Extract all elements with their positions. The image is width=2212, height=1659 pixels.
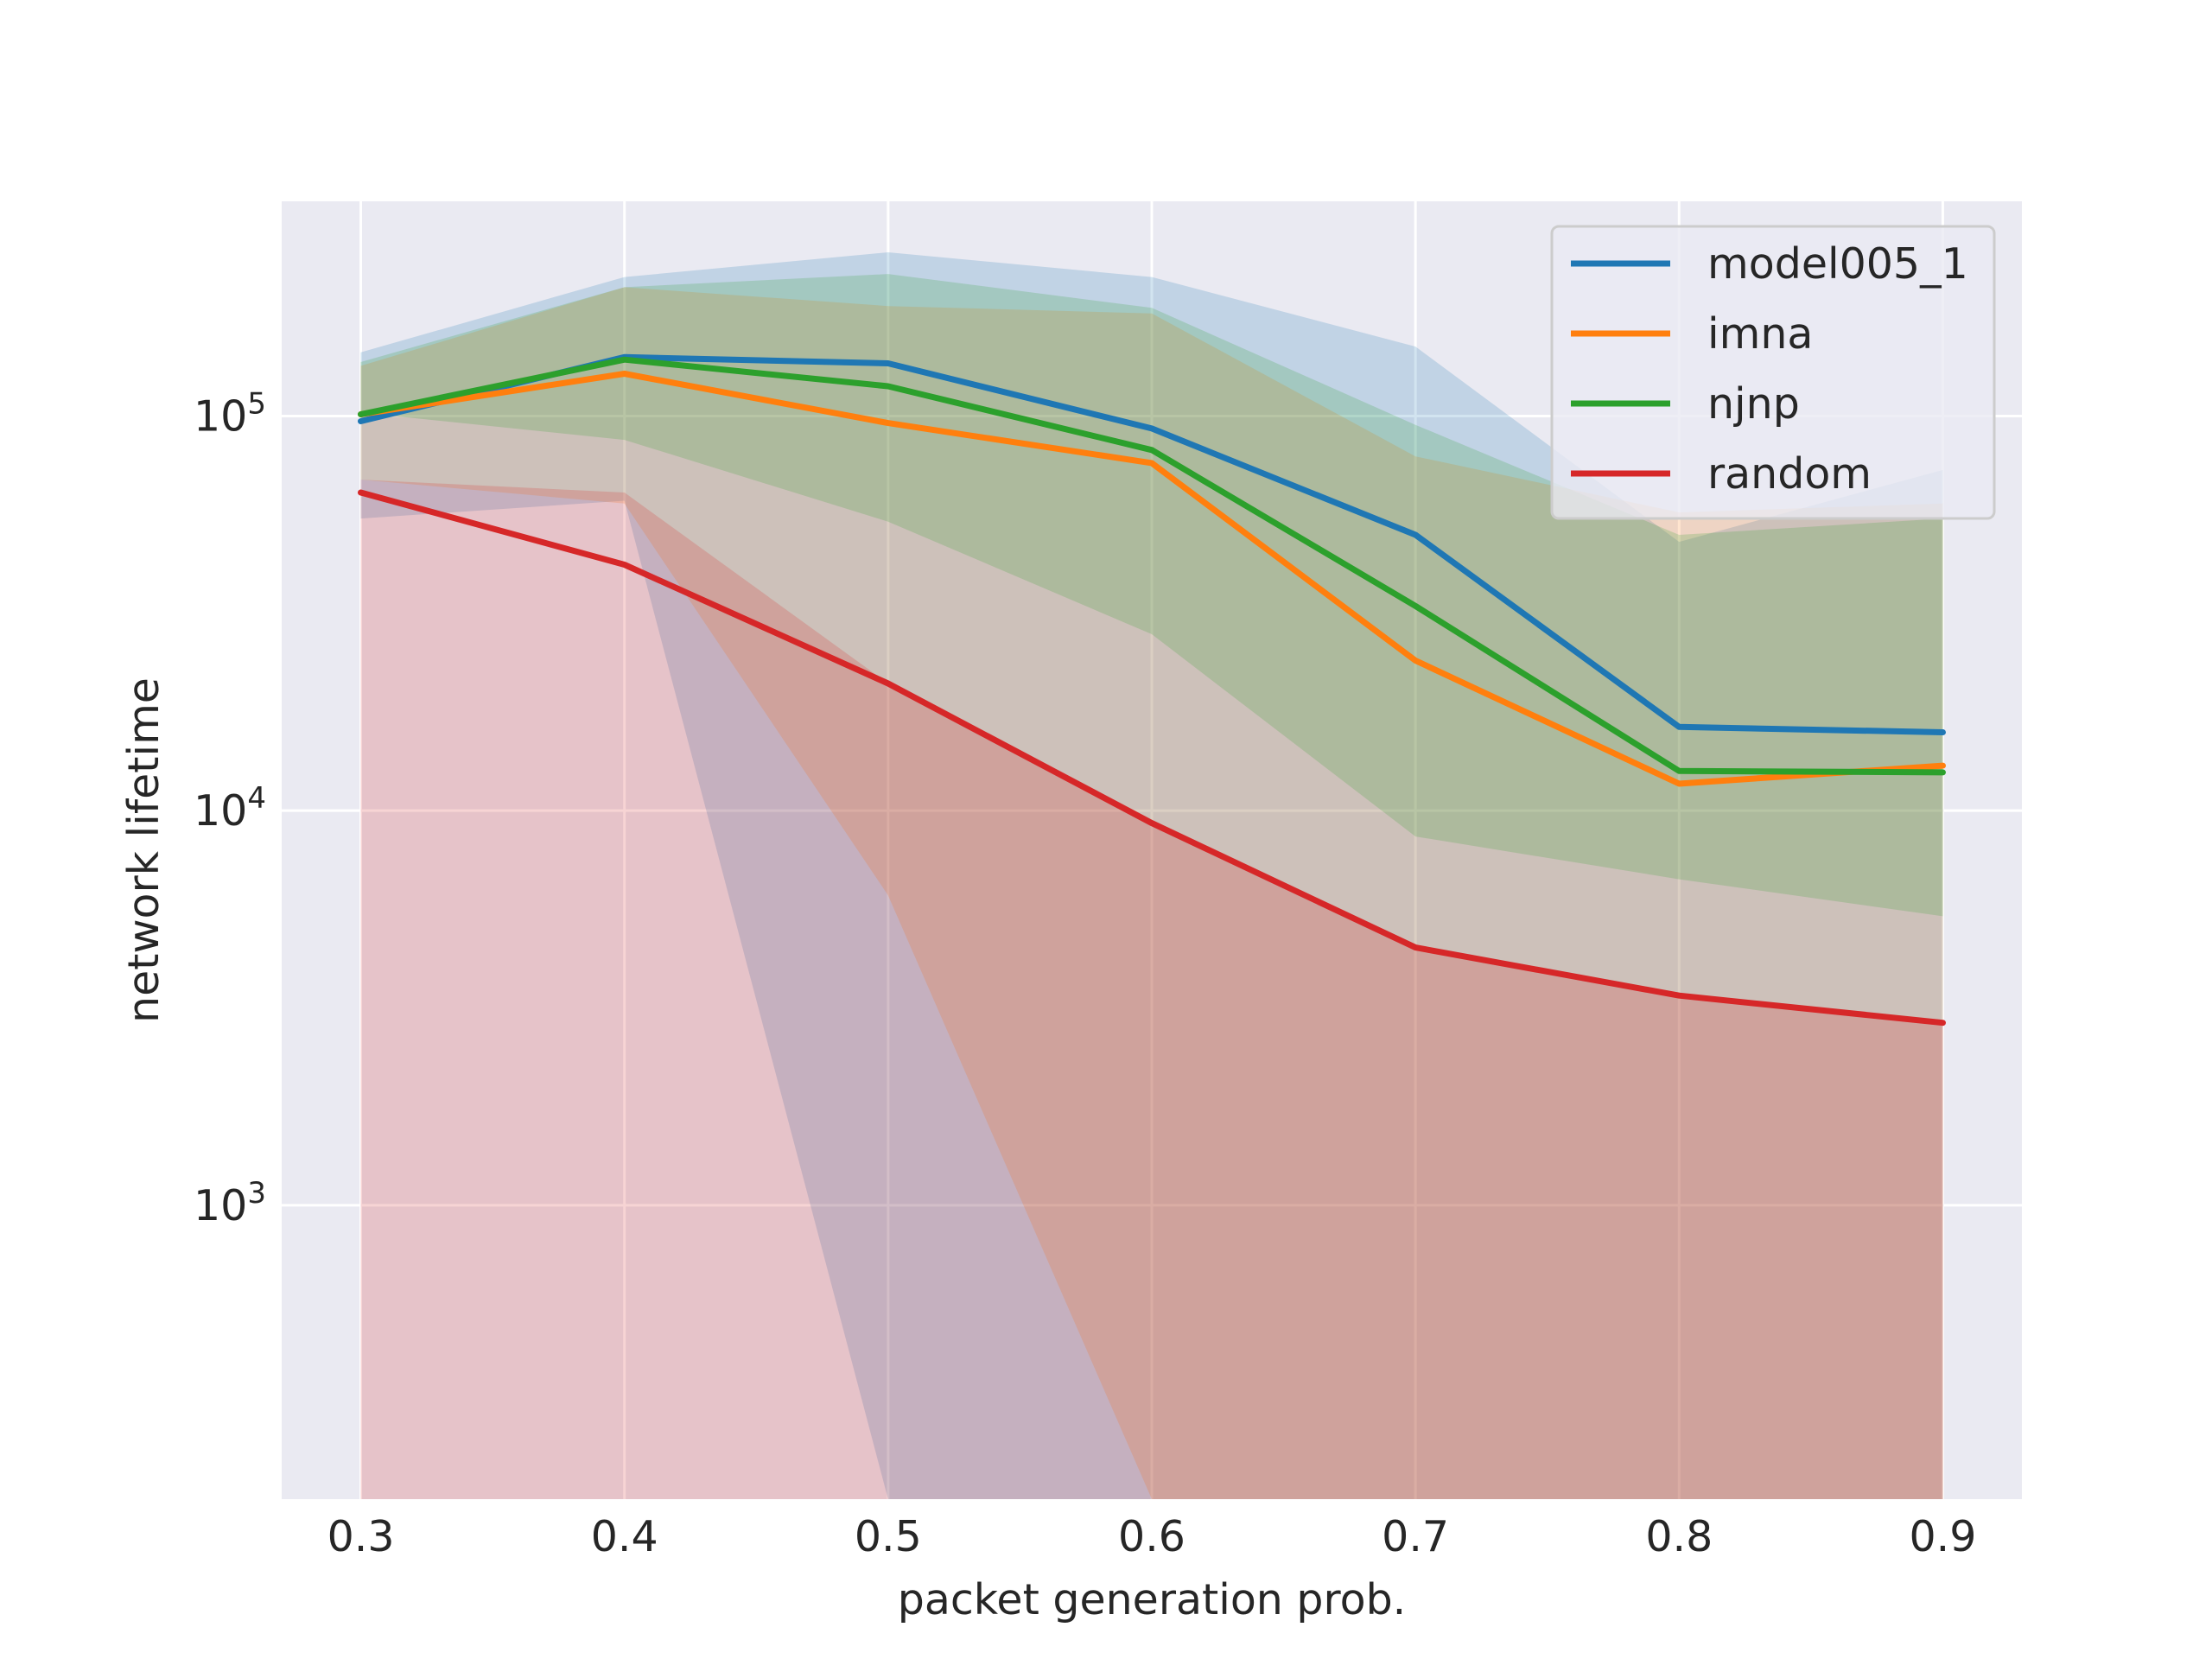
band-random bbox=[360, 480, 1943, 1499]
legend-box bbox=[1550, 225, 1996, 520]
y-tick-labels: 103 104 105 bbox=[194, 386, 266, 1230]
series-lines bbox=[358, 353, 1946, 1027]
x-tick-label: 0.9 bbox=[1909, 1512, 1976, 1561]
legend-label-njnp: njnp bbox=[1707, 379, 1800, 429]
x-tick-label: 0.5 bbox=[855, 1512, 922, 1561]
y-tick-label: 105 bbox=[194, 386, 266, 441]
x-tick-labels: 0.3 0.4 0.5 0.6 0.7 0.8 0.9 bbox=[327, 1512, 1977, 1561]
x-tick-label: 0.7 bbox=[1382, 1512, 1449, 1561]
x-tick-label: 0.4 bbox=[591, 1512, 658, 1561]
y-tick-label: 104 bbox=[194, 781, 266, 836]
y-tick-label: 103 bbox=[194, 1176, 266, 1230]
confidence-bands bbox=[360, 252, 1943, 1499]
legend-label-imna: imna bbox=[1707, 309, 1813, 359]
x-tick-label: 0.6 bbox=[1118, 1512, 1185, 1561]
y-axis-label: network lifetime bbox=[119, 677, 168, 1023]
band-imna bbox=[360, 287, 1943, 1499]
line-njnp bbox=[358, 356, 1946, 776]
line-imna bbox=[358, 371, 1946, 787]
x-tick-label: 0.3 bbox=[327, 1512, 395, 1561]
legend-label-model005_1: model005_1 bbox=[1707, 239, 1968, 289]
band-njnp bbox=[360, 274, 1943, 917]
x-axis-label: packet generation prob. bbox=[898, 1575, 1407, 1624]
line-random bbox=[358, 489, 1946, 1027]
band-model005_1 bbox=[360, 252, 1943, 1499]
legend-label-random: random bbox=[1707, 449, 1872, 499]
x-tick-label: 0.8 bbox=[1645, 1512, 1713, 1561]
